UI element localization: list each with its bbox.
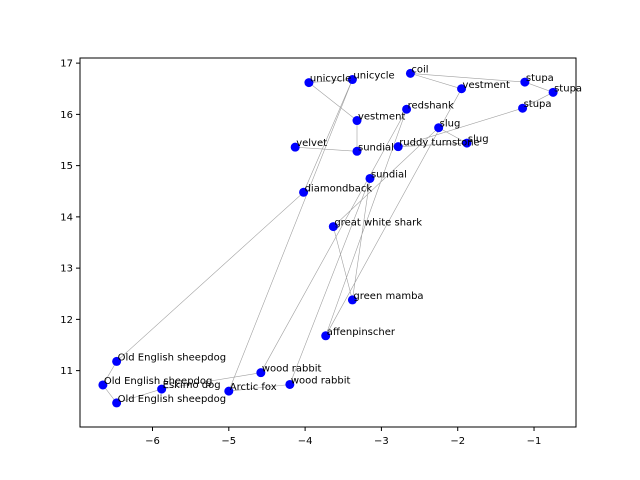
x-tick-label: −6 bbox=[145, 436, 160, 447]
point-label: affenpinscher bbox=[327, 327, 396, 338]
data-point bbox=[347, 75, 357, 85]
point-label: slug bbox=[468, 134, 489, 145]
x-tick-label: −3 bbox=[374, 436, 389, 447]
data-point bbox=[518, 103, 528, 113]
point-label: ruddy turnstone bbox=[399, 138, 480, 149]
data-point bbox=[462, 138, 472, 148]
point-label: redshank bbox=[408, 100, 454, 111]
y-tick-label: 12 bbox=[60, 315, 73, 326]
data-point bbox=[285, 379, 295, 389]
data-point bbox=[321, 331, 331, 341]
point-label: diamondback bbox=[305, 183, 373, 194]
point-label: green mamba bbox=[353, 291, 423, 302]
y-tick-label: 15 bbox=[60, 161, 73, 172]
point-label: stupa bbox=[524, 99, 552, 110]
data-point bbox=[352, 146, 362, 156]
y-axis: 11 12 13 14 15 16 17 bbox=[60, 59, 80, 377]
point-label: Eskimo dog bbox=[163, 380, 221, 391]
y-tick-label: 17 bbox=[60, 59, 73, 70]
point-label: stupa bbox=[554, 83, 582, 94]
x-tick-label: −5 bbox=[221, 436, 236, 447]
point-label: slug bbox=[440, 119, 461, 130]
data-point bbox=[520, 77, 530, 87]
x-tick-label: −4 bbox=[298, 436, 313, 447]
point-label: unicycle bbox=[310, 74, 351, 85]
plot-frame bbox=[79, 57, 577, 428]
data-point bbox=[365, 173, 375, 183]
y-tick-label: 11 bbox=[60, 366, 73, 377]
data-point bbox=[290, 142, 300, 152]
data-point bbox=[98, 380, 108, 390]
y-tick-label: 13 bbox=[60, 264, 73, 275]
data-point bbox=[256, 368, 266, 378]
point-label: vestment bbox=[358, 112, 405, 123]
point-label: sundial bbox=[371, 169, 407, 180]
y-tick-label: 16 bbox=[60, 110, 73, 121]
point-label: sundial bbox=[358, 142, 394, 153]
data-point bbox=[112, 356, 122, 366]
data-point bbox=[328, 222, 338, 232]
point-labels: unicycle unicyclecoilvestmentstupastupast… bbox=[104, 64, 582, 405]
x-tick-label: −2 bbox=[450, 436, 465, 447]
data-point bbox=[112, 398, 122, 408]
point-label: Old English sheepdog bbox=[104, 376, 212, 387]
x-tick-label: −1 bbox=[527, 436, 542, 447]
point-label: Arctic fox bbox=[230, 382, 277, 393]
point-label: Old English sheepdog bbox=[118, 394, 226, 405]
data-point bbox=[405, 68, 415, 78]
point-label: wood rabbit bbox=[291, 375, 351, 386]
data-points bbox=[98, 68, 558, 408]
y-tick-label: 14 bbox=[60, 212, 73, 223]
data-point bbox=[224, 386, 234, 396]
point-label: great white shark bbox=[334, 218, 422, 229]
point-label: velvet bbox=[296, 138, 327, 149]
point-label: wood rabbit bbox=[262, 364, 322, 375]
point-label: coil bbox=[411, 64, 428, 75]
point-label: unicycle bbox=[353, 71, 394, 82]
point-label: vestment bbox=[463, 80, 510, 91]
data-point bbox=[299, 187, 309, 197]
point-label: Old English sheepdog bbox=[118, 352, 226, 363]
x-axis: −6 −5 −4 −3 −2 −1 bbox=[145, 427, 541, 447]
data-point bbox=[434, 123, 444, 133]
point-label: stupa bbox=[526, 73, 554, 84]
data-point bbox=[457, 84, 467, 94]
data-point bbox=[402, 104, 412, 114]
data-point bbox=[347, 295, 357, 305]
data-point bbox=[352, 116, 362, 126]
data-point bbox=[548, 87, 558, 97]
data-point bbox=[304, 78, 314, 88]
data-point bbox=[393, 142, 403, 152]
data-point bbox=[157, 384, 167, 394]
